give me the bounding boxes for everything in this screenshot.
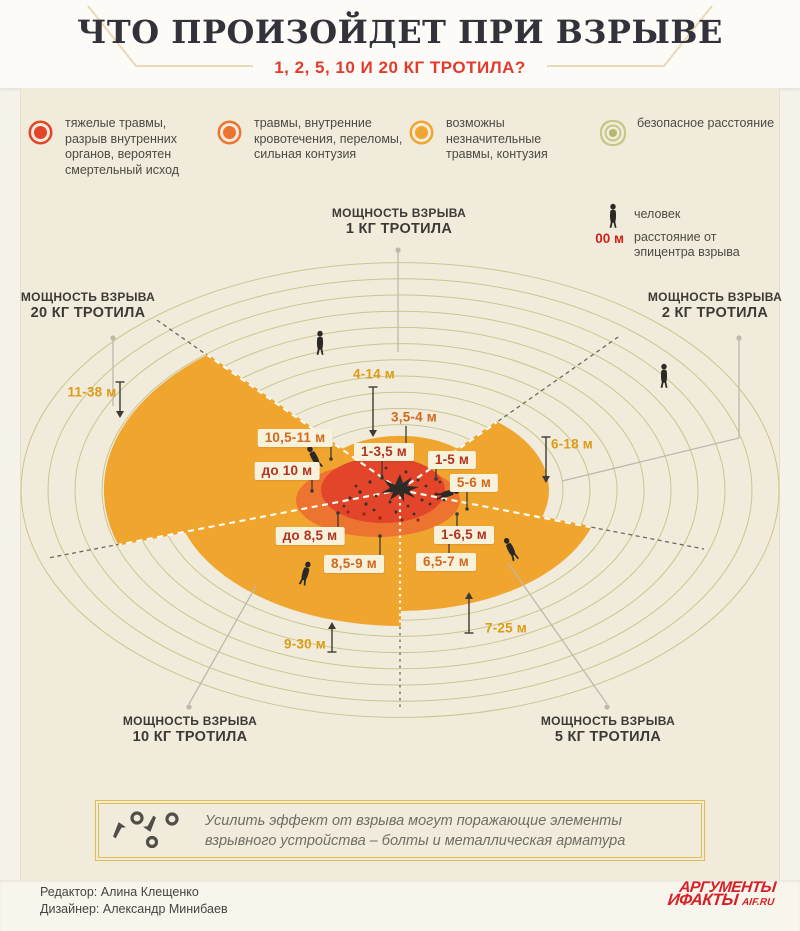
legend-item-safe: безопасное расстояние (600, 116, 775, 137)
sector-title-connectors (112, 252, 740, 705)
explosion-epicenter-icon (342, 458, 454, 522)
severe-injury-zone (321, 457, 445, 523)
credits: Редактор: Алина Клещенко Дизайнер: Алекс… (40, 884, 228, 918)
medium-zone-icon (223, 126, 236, 139)
zone-label: 4-14 м (353, 366, 395, 382)
legend-label: безопасное расстояние (637, 116, 775, 130)
aif-logo: АРГУМЕНТЫ ИФАКТЫ AIF.RU (639, 879, 777, 909)
severe-zone-icon (34, 126, 47, 139)
zone-label: 7-25 м (485, 620, 527, 636)
distance-sample-value: 00 м (595, 231, 624, 246)
header: ЧТО ПРОИЗОЙДЕТ ПРИ ВЗРЫВЕ 1, 2, 5, 10 И … (0, 0, 800, 88)
sector-title-20kg: МОЩНОСТЬ ВЗРЫВА 20 КГ ТРОТИЛА (21, 290, 155, 321)
page-subtitle: 1, 2, 5, 10 И 20 КГ ТРОТИЛА? (274, 58, 526, 77)
sector-title-line1: МОЩНОСТЬ ВЗРЫВА (122, 714, 258, 728)
editor-credit: Редактор: Алина Клещенко (40, 885, 199, 899)
sector-title-line1: МОЩНОСТЬ ВЗРЫВА (20, 290, 156, 304)
logo-line2: ИФАКТЫ (666, 891, 739, 909)
zone-label: 11-38 м (67, 384, 117, 400)
outer-distance-pointers (115, 381, 551, 653)
legend-item-light: возможны незначительные травмы, контузия (409, 116, 584, 163)
sector-title-line2: 1 КГ ТРОТИЛА (345, 221, 453, 237)
zone-label: 1-6,5 м (434, 526, 494, 544)
zone-label: 8,5-9 м (324, 555, 384, 573)
zone-label: 1-5 м (427, 451, 477, 469)
legend-label: травмы, внутренние кровотечения, перелом… (254, 116, 403, 161)
sector-title-line1: МОЩНОСТЬ ВЗРЫВА (540, 714, 676, 728)
safe-zone-icon (609, 129, 617, 137)
light-zone-icon (415, 126, 428, 139)
legend-label: возможны незначительные травмы, контузия (446, 116, 548, 161)
sector-title-2kg: МОЩНОСТЬ ВЗРЫВА 2 КГ ТРОТИЛА (648, 290, 782, 321)
zone-label: до 8,5 м (275, 527, 345, 545)
sector-title-line2: 20 КГ ТРОТИЛА (30, 305, 146, 321)
designer-credit: Дизайнер: Александр Минибаев (40, 902, 228, 916)
zone-label: 9-30 м (284, 636, 326, 652)
person-legend-label: человек (634, 207, 681, 221)
sector-boundaries-inner (118, 354, 591, 625)
sector-title-1kg: МОЩНОСТЬ ВЗРЫВА 1 КГ ТРОТИЛА (332, 206, 466, 237)
zone-label: 6,5-7 м (416, 553, 476, 571)
header-trapezoid-decoration (87, 5, 713, 67)
sector-title-10kg: МОЩНОСТЬ ВЗРЫВА 10 КГ ТРОТИЛА (123, 714, 257, 745)
zone-label: до 10 м (254, 462, 320, 480)
sector-title-connector-dots (110, 247, 742, 710)
logo-suffix: AIF.RU (741, 897, 775, 908)
footer-background (0, 880, 800, 931)
shrapnel-icons (113, 811, 179, 849)
pointer-arrowheads (116, 411, 550, 629)
sector-title-line2: 2 КГ ТРОТИЛА (661, 305, 769, 321)
zone-label: 5-6 м (449, 474, 499, 492)
zone-label: 10,5-11 м (257, 429, 333, 447)
sector-title-line1: МОЩНОСТЬ ВЗРЫВА (331, 206, 467, 220)
zone-label: 1-3,5 м (354, 443, 414, 461)
note-box (95, 800, 705, 861)
sector-title-5kg: МОЩНОСТЬ ВЗРЫВА 5 КГ ТРОТИЛА (541, 714, 675, 745)
person-legend-icon (609, 203, 617, 228)
page-title: ЧТО ПРОИЗОЙДЕТ ПРИ ВЗРЫВЕ (77, 13, 723, 51)
zone-label: 6-18 м (551, 436, 593, 452)
sector-title-line2: 5 КГ ТРОТИЛА (554, 729, 662, 745)
zone-label: 3,5-4 м (391, 409, 437, 425)
legend-item-medium: травмы, внутренние кровотечения, перелом… (217, 116, 412, 163)
sector-title-line2: 10 КГ ТРОТИЛА (132, 729, 248, 745)
sector-title-line1: МОЩНОСТЬ ВЗРЫВА (647, 290, 783, 304)
legend-label: тяжелые травмы, разрыв внутренних органо… (65, 116, 180, 177)
legend-item-severe: тяжелые травмы, разрыв внутренних органо… (28, 116, 206, 178)
note-text: Усилить эффект от взрыва могут поражающи… (205, 813, 626, 849)
person-icon (660, 363, 668, 388)
distance-legend-label: расстояние от эпицентра взрыва (634, 230, 740, 259)
